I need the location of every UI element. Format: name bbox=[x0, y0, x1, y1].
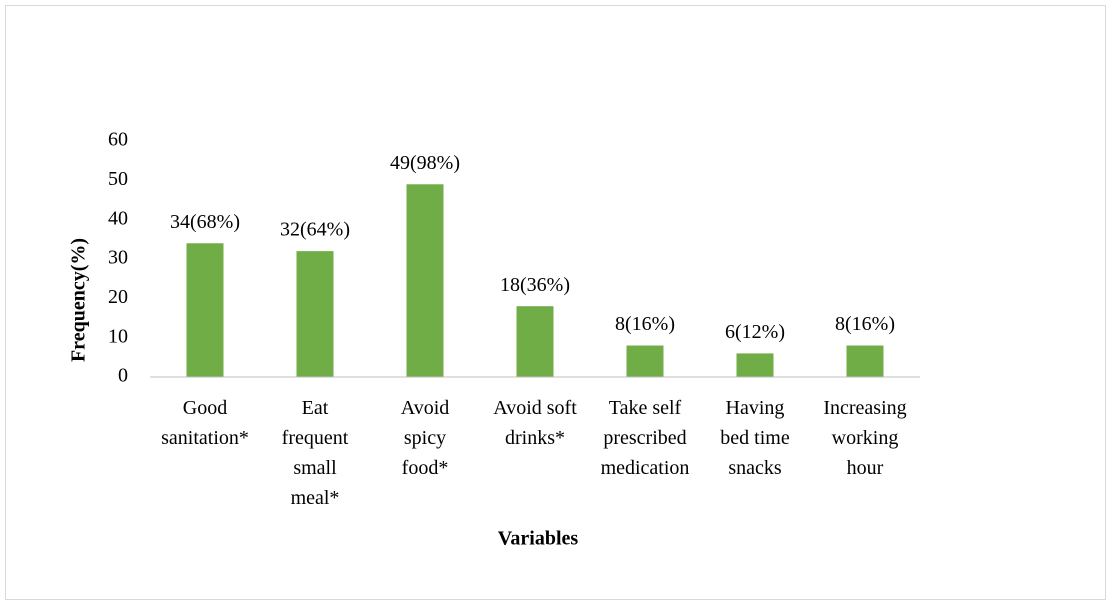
x-tick-label: Having bed time snacks bbox=[720, 397, 790, 479]
data-label: 34(68%) bbox=[170, 211, 240, 233]
bar bbox=[736, 353, 774, 377]
y-tick-label: 10 bbox=[108, 325, 128, 347]
x-tick-label: Avoid soft drinks* bbox=[493, 397, 577, 449]
y-tick-label: 30 bbox=[108, 247, 128, 269]
x-tick-label: Eat frequent small meal* bbox=[281, 397, 349, 509]
y-tick-label: 50 bbox=[108, 168, 128, 190]
bar bbox=[406, 184, 444, 377]
data-label: 49(98%) bbox=[390, 152, 460, 174]
data-label: 18(36%) bbox=[500, 274, 570, 296]
y-tick-label: 60 bbox=[108, 129, 128, 151]
x-tick-label: Take self prescribed medication bbox=[600, 397, 690, 479]
bar bbox=[846, 345, 884, 377]
x-tick-label: Avoid spicy food* bbox=[400, 397, 450, 479]
bar bbox=[296, 251, 334, 377]
y-tick-label: 40 bbox=[108, 207, 128, 229]
chart-border bbox=[5, 5, 1106, 600]
bar bbox=[516, 306, 554, 377]
data-label: 8(16%) bbox=[835, 313, 895, 335]
x-tick-label: Good sanitation* bbox=[161, 397, 249, 449]
y-tick-label: 20 bbox=[108, 286, 128, 308]
y-tick-label: 0 bbox=[118, 365, 128, 387]
bar bbox=[186, 243, 224, 377]
x-axis-label: Variables bbox=[498, 528, 579, 550]
x-tick-label: Increasing working hour bbox=[823, 397, 907, 479]
data-label: 8(16%) bbox=[615, 313, 675, 335]
data-label: 32(64%) bbox=[280, 219, 350, 241]
y-axis-label: Frequency(%) bbox=[68, 238, 90, 362]
data-label: 6(12%) bbox=[725, 321, 785, 343]
bar bbox=[626, 345, 664, 377]
